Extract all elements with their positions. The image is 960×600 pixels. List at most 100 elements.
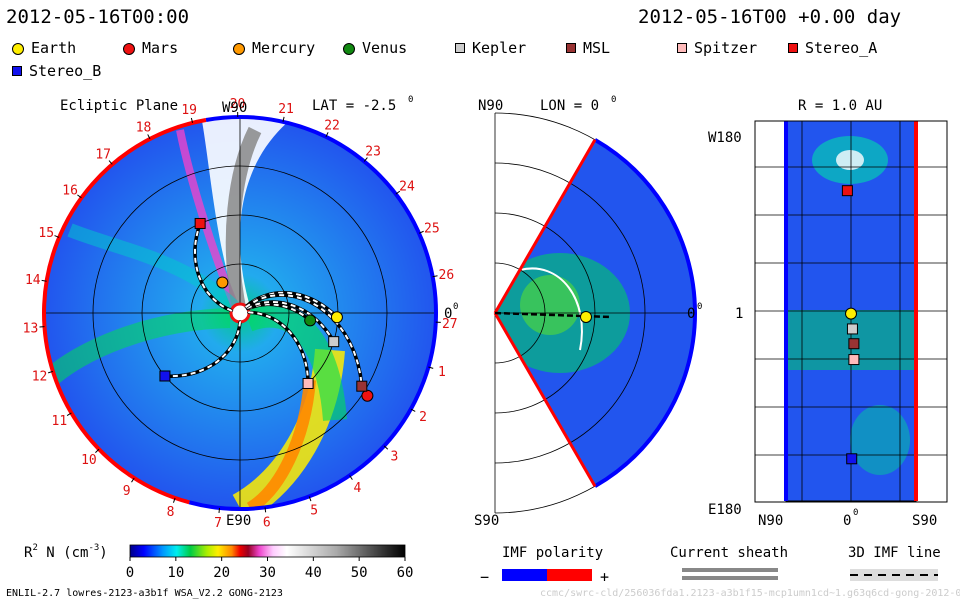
legend-marker-stereo-a (788, 43, 798, 53)
carrington-tick-23: 23 (365, 145, 381, 160)
date-left: 2012-05-16T00:00 (6, 6, 190, 28)
r-surface-x-left: N90 (758, 513, 783, 529)
carrington-tick-10: 10 (81, 453, 97, 468)
ecliptic-objects (159, 217, 374, 402)
legend-label-earth: Earth (31, 39, 77, 57)
carrington-tick-7: 7 (214, 516, 222, 531)
carrington-tick-9: 9 (123, 484, 131, 499)
ecliptic-marker-venus (304, 314, 317, 327)
ecliptic-panel: Ecliptic Plane LAT = -2.5 0 19 20 21222324… (23, 95, 459, 531)
colorbar-ticks: 0 10 20 30 40 50 60 (126, 557, 414, 581)
legend-marker-kepler (455, 43, 465, 53)
legend-label-kepler: Kepler (472, 39, 527, 57)
carrington-tick-18: 18 (136, 120, 152, 135)
meridional-top-label: N90 (478, 98, 503, 114)
date-right: 2012-05-16T00 +0.00 day (638, 6, 902, 28)
imf-polarity-title: IMF polarity (502, 545, 603, 561)
r-surface-x-right: S90 (912, 513, 937, 529)
carrington-tick-2: 2 (419, 410, 427, 425)
r-surface-title: R = 1.0 AU (798, 98, 882, 114)
r-surface-marker-kepler (846, 323, 858, 335)
r-surface-x-mid-degree: 0 (853, 508, 858, 518)
carrington-tick-6: 6 (263, 515, 271, 530)
ecliptic-lat-degree: 0 (408, 95, 413, 105)
r-surface-y-mid: 1 (735, 306, 743, 322)
carrington-tick-14: 14 (25, 273, 41, 288)
current-sheath-title: Current sheath (670, 545, 788, 561)
carrington-tick-4: 4 (354, 481, 362, 496)
ecliptic-lat-label: LAT = -2.5 (312, 98, 396, 114)
meridional-polarity-rim (493, 138, 697, 488)
legend-label-mercury: Mercury (252, 39, 316, 57)
r-surface-objects (841, 185, 860, 465)
carrington-tick-21: 21 (278, 102, 294, 117)
legend-marker-venus (343, 43, 355, 55)
legend-marker-msl (566, 43, 576, 53)
legend-marker-stereo-b (12, 66, 22, 76)
meridional-objects (494, 310, 612, 323)
colorbar-tick-30: 30 (259, 565, 276, 581)
legend-label-spitzer: Spitzer (694, 39, 758, 57)
carrington-tick-1: 1 (438, 365, 446, 380)
colorbar-tick-40: 40 (305, 565, 322, 581)
carrington-tick-26: 26 (439, 268, 455, 283)
legend-marker-mars (123, 43, 135, 55)
ecliptic-marker-mars (361, 389, 374, 402)
carrington-tick-11: 11 (52, 414, 68, 429)
ecliptic-marker-msl (356, 380, 368, 392)
ecliptic-right-label: 0 (444, 306, 452, 322)
ecliptic-marker-stereo-a (194, 217, 206, 229)
colorbar-tick-50: 50 (351, 565, 368, 581)
carrington-tick-3: 3 (391, 449, 399, 464)
imf-line-title: 3D IMF line (848, 545, 941, 561)
meridional-lon-label: LON = 0 (540, 98, 599, 114)
footer-right: ccmc/swrc-cld/256036fda1.2123-a3b1f15-mc… (540, 588, 960, 599)
r-surface-panel: R = 1.0 AU W180 1 E180 N90 0 0 S90 (708, 98, 948, 529)
meridional-lon-degree: 0 (611, 95, 616, 105)
r-surface-marker-spitzer (848, 354, 860, 366)
r-surface-marker-stereo-a (841, 185, 853, 197)
ecliptic-top-label: W90 (222, 100, 247, 116)
r-surface-y-top: W180 (708, 130, 742, 146)
ecliptic-right-degree: 0 (453, 302, 458, 312)
carrington-tick-20: 20 (230, 97, 246, 112)
legend-marker-spitzer (677, 43, 687, 53)
imf-polarity-minus: − (480, 568, 489, 586)
r-surface-x-mid: 0 (843, 513, 851, 529)
carrington-tick-13: 13 (23, 322, 39, 337)
imf-polarity-legend: IMF polarity − + (480, 545, 609, 586)
legend-marker-mercury (233, 43, 245, 55)
carrington-tick-24: 24 (399, 180, 415, 195)
footer-left: ENLIL-2.7 lowres-2123-a3b1f WSA_V2.2 GON… (6, 588, 283, 599)
legend-label-msl: MSL (583, 39, 611, 57)
carrington-tick-27: 27 (442, 317, 458, 332)
imf-positive-swatch (547, 569, 592, 581)
carrington-tick-17: 17 (95, 148, 111, 163)
colorbar-tick-0: 0 (126, 565, 134, 581)
legend-marker-earth (12, 43, 24, 55)
colorbar-tick-60: 60 (397, 565, 414, 581)
meridional-right-label: 0 (687, 306, 695, 322)
legend-label-mars: Mars (142, 39, 179, 57)
ecliptic-bottom-label: E90 (226, 513, 251, 529)
carrington-tick-22: 22 (324, 118, 340, 133)
imf-negative-swatch (502, 569, 547, 581)
meridional-marker-earth (579, 310, 592, 323)
colorbar-strip (129, 544, 406, 558)
ecliptic-polarity-rim (42, 115, 438, 511)
carrington-tick-8: 8 (167, 505, 175, 520)
ecliptic-marker-earth (330, 311, 343, 324)
ecliptic-marker-spitzer (302, 377, 314, 389)
r-surface-marker-stereo-b (846, 453, 858, 465)
colorbar-tick-20: 20 (213, 565, 230, 581)
imf-polarity-plus: + (600, 568, 609, 586)
imf-line-legend: 3D IMF line (848, 545, 941, 581)
r-surface-marker-earth (845, 307, 857, 320)
r-surface-marker-msl (848, 338, 860, 350)
colorbar-tick-10: 10 (167, 565, 184, 581)
colorbar: R2 N (cm-3) 0 10 20 30 40 50 60 (24, 543, 413, 581)
ecliptic-marker-stereo-b (159, 370, 171, 382)
meridional-panel: N90 LON = 0 0 S90 0 0 (474, 95, 702, 529)
legend-label-stereo-b: Stereo_B (29, 62, 102, 80)
